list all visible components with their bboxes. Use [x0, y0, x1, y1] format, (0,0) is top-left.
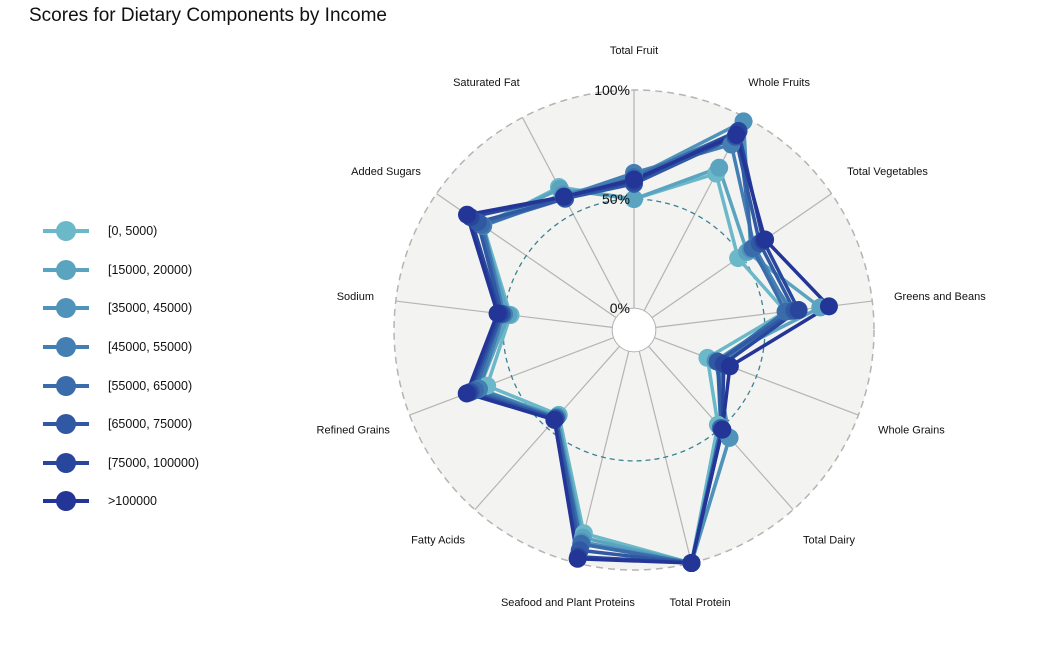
axis-label: Saturated Fat — [453, 77, 520, 89]
chart-title: Scores for Dietary Components by Income — [29, 5, 387, 26]
data-point — [625, 170, 643, 189]
data-point — [555, 187, 574, 206]
legend-key — [43, 298, 89, 319]
axis-label: Total Vegetables — [847, 166, 928, 178]
axis-label: Fatty Acids — [411, 535, 465, 547]
axis-label: Total Fruit — [610, 45, 658, 57]
data-point — [819, 297, 838, 316]
legend-key — [43, 221, 89, 242]
legend-key — [43, 375, 89, 396]
axis-label: Total Protein — [669, 597, 730, 609]
legend-label: [45000, 55000) — [108, 340, 193, 355]
axis-label: Refined Grains — [317, 424, 391, 436]
series-line-4 — [473, 129, 788, 565]
legend-dot — [56, 414, 76, 435]
data-point — [720, 357, 739, 376]
data-point — [545, 410, 564, 429]
legend-label: [65000, 75000) — [108, 417, 193, 432]
axis-label: Greens and Beans — [894, 291, 986, 303]
axis-label: Seafood and Plant Proteins — [501, 597, 635, 609]
data-point — [727, 125, 746, 144]
legend-dot — [56, 375, 76, 396]
ring-100 — [393, 89, 875, 571]
series-line-7 — [464, 133, 831, 565]
data-point — [756, 230, 775, 249]
ring-label: 0% — [610, 300, 630, 316]
legend-dot — [56, 452, 76, 473]
legend-item: [15000, 20000) — [40, 251, 199, 290]
data-point — [682, 554, 701, 573]
legend-item: [75000, 100000) — [40, 444, 199, 483]
legend-dot — [56, 221, 76, 242]
legend-label: [15000, 20000) — [108, 262, 193, 277]
legend-key — [43, 491, 89, 512]
data-point — [568, 549, 587, 568]
series-line-5 — [469, 135, 797, 565]
legend-item: [55000, 65000) — [40, 366, 199, 405]
legend-dot — [56, 491, 76, 512]
legend-item: [35000, 45000) — [40, 289, 199, 328]
legend-item: [65000, 75000) — [40, 405, 199, 444]
ring-label: 100% — [594, 82, 630, 98]
legend-label: [55000, 65000) — [108, 378, 193, 393]
legend-label: [0, 5000) — [108, 224, 158, 239]
data-point — [457, 384, 476, 403]
axis-label: Added Sugars — [351, 166, 421, 178]
legend-item: [45000, 55000) — [40, 328, 199, 367]
legend-label: [35000, 45000) — [108, 301, 193, 316]
legend-item: [0, 5000) — [40, 212, 199, 251]
axis-label: Whole Fruits — [748, 77, 810, 89]
legend-item: >100000 — [40, 482, 199, 521]
legend-dot — [56, 298, 76, 319]
legend-key — [43, 259, 89, 280]
ring-0 — [611, 307, 657, 353]
legend-key — [43, 414, 89, 435]
legend-dot — [56, 259, 76, 280]
data-point — [488, 304, 507, 323]
legend-label: [75000, 100000) — [108, 455, 200, 470]
inner-hole — [612, 308, 656, 352]
axis-label: Sodium — [337, 291, 374, 303]
axis-label: Whole Grains — [878, 424, 945, 436]
legend-label: >100000 — [108, 494, 158, 509]
data-point — [710, 158, 729, 177]
data-point — [713, 420, 732, 439]
legend-dot — [56, 337, 76, 358]
data-point — [789, 301, 808, 320]
axis-label: Total Dairy — [803, 535, 855, 547]
legend: [0, 5000) [15000, 20000) [35000, 45000) [45… — [40, 212, 199, 521]
legend-key — [43, 452, 89, 473]
legend-key — [43, 337, 89, 358]
data-point — [625, 190, 643, 209]
data-point — [458, 205, 477, 224]
ring-label: 50% — [602, 191, 630, 207]
